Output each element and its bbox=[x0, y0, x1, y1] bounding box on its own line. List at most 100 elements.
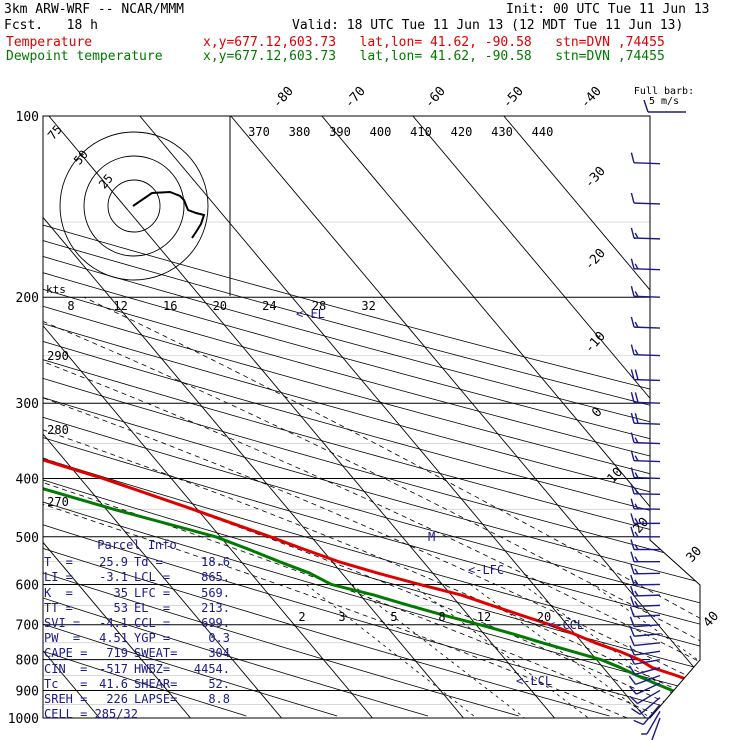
parcel-row: TT = 53 EL = 213. bbox=[44, 600, 230, 615]
isotherm bbox=[139, 116, 646, 718]
hodograph-axis-label: 8 bbox=[67, 299, 74, 313]
wind-barb bbox=[630, 192, 661, 205]
dry-adiabat bbox=[43, 116, 700, 717]
wind-barb-staff bbox=[634, 667, 661, 676]
el-label: <-EL bbox=[296, 307, 325, 321]
wind-barb bbox=[630, 526, 661, 538]
dry-adiabat bbox=[43, 116, 700, 717]
wind-barb-flag bbox=[633, 719, 644, 726]
dry-adiabat bbox=[43, 116, 700, 717]
isotherm bbox=[321, 116, 700, 718]
hodograph-trace bbox=[132, 190, 206, 239]
wind-barb bbox=[629, 635, 661, 647]
parcel-row: SVI = -4.1 CCL = 699. bbox=[44, 616, 230, 631]
hodograph-axis-label: 24 bbox=[262, 299, 276, 313]
parcel-row: T = 25.9 Td = 18.6 bbox=[44, 555, 230, 570]
wind-barb bbox=[630, 498, 661, 510]
isotherm-label: -30 bbox=[582, 164, 609, 191]
wind-barb-flag bbox=[634, 568, 639, 575]
mixing-ratio-label: 5 bbox=[390, 610, 397, 624]
isotherm-label: 0 bbox=[589, 405, 605, 421]
moist-adiabat bbox=[83, 296, 700, 718]
wind-barb-flag bbox=[634, 349, 639, 356]
hodograph-axis-label: 20 bbox=[213, 299, 227, 313]
dry-adiabat bbox=[43, 116, 519, 717]
wind-barb-staff bbox=[639, 697, 661, 715]
dry-adiabat bbox=[43, 116, 700, 717]
wind-barb bbox=[630, 369, 661, 382]
wind-barb bbox=[630, 152, 661, 165]
hodograph-ring-label: 50 bbox=[71, 147, 91, 167]
parcel-row: Tc = 41.6 SHEAR= 52. bbox=[44, 676, 230, 691]
theta-label: 270 bbox=[47, 495, 69, 509]
melting-level-label: M bbox=[428, 530, 435, 544]
wind-barb-flag bbox=[630, 574, 635, 586]
plot-border bbox=[42, 115, 701, 719]
dry-adiabat bbox=[43, 116, 700, 717]
hodograph-axis-label: 12 bbox=[113, 299, 127, 313]
wind-barb-flag bbox=[629, 635, 635, 646]
wind-barb-staff bbox=[633, 460, 661, 463]
wind-barb-flag bbox=[634, 600, 639, 607]
parcel-rows: T = 25.9 Td = 18.6 LI = -3.1 LCL = 865. K = 35 L… bbox=[44, 555, 230, 707]
barb-key-label: Full barb: bbox=[634, 86, 694, 97]
isotherm bbox=[43, 116, 373, 718]
model-title: 3km ARW-WRF -- NCAR/MMM bbox=[4, 2, 185, 17]
wind-barb-flag bbox=[634, 472, 639, 479]
wind-barb-flag bbox=[634, 263, 639, 270]
wind-barb-flag bbox=[634, 531, 639, 538]
pressure-label: 400 bbox=[16, 472, 39, 487]
hodograph-ring-label: 25 bbox=[96, 171, 116, 191]
wind-barb-flag bbox=[629, 606, 635, 617]
wind-barb bbox=[630, 467, 661, 480]
ccl-label: <-CCL bbox=[548, 618, 584, 632]
dry-adiabat bbox=[43, 116, 429, 717]
wind-barb bbox=[630, 513, 661, 525]
wind-barb-staff bbox=[636, 682, 661, 695]
theta-label: 290 bbox=[47, 349, 69, 363]
wind-barb bbox=[629, 654, 661, 665]
theta-label: 430 bbox=[491, 125, 513, 139]
barb-key-flag bbox=[643, 99, 649, 113]
mixing-ratio-label: 20 bbox=[537, 610, 551, 624]
wind-barb-flag bbox=[629, 695, 638, 705]
mixing-ratio-label: 12 bbox=[477, 610, 491, 624]
wind-barb bbox=[630, 227, 661, 240]
dewpoint-profile bbox=[43, 116, 700, 713]
wind-barb-staff bbox=[633, 237, 661, 240]
theta-label: 390 bbox=[329, 125, 351, 139]
wind-barb-flag bbox=[630, 412, 635, 424]
wind-barb-flag bbox=[634, 392, 639, 403]
wind-barb bbox=[629, 616, 661, 628]
temperature-legend: Temperature bbox=[6, 35, 93, 50]
theta-label: 420 bbox=[451, 125, 473, 139]
isotherm bbox=[43, 116, 464, 718]
wind-barb bbox=[630, 539, 661, 551]
theta-label: 280 bbox=[47, 423, 69, 437]
wind-barb bbox=[630, 563, 661, 575]
wind-barb-flag bbox=[630, 192, 635, 204]
isotherm bbox=[503, 116, 700, 718]
hodograph-ring-label: 75 bbox=[45, 122, 65, 142]
parcel-row: PW = 4.51 YGP = 0.3 bbox=[44, 631, 230, 646]
dry-adiabat bbox=[43, 116, 700, 717]
wind-barb bbox=[628, 674, 661, 686]
mixing-ratio-line bbox=[351, 584, 525, 718]
hodograph-axis-label: 32 bbox=[361, 299, 375, 313]
wind-barb-flag bbox=[634, 544, 639, 550]
wind-barb bbox=[630, 574, 661, 586]
isotherm bbox=[230, 116, 700, 718]
wind-barb-flag bbox=[630, 450, 635, 461]
wind-barb bbox=[629, 626, 661, 637]
isotherm-label: 10 bbox=[605, 465, 627, 487]
moist-adiabat bbox=[43, 344, 700, 718]
wind-barb-staff bbox=[634, 642, 661, 647]
wind-barb-staff bbox=[637, 689, 661, 705]
mixing-ratio-line bbox=[411, 584, 589, 718]
mixing-ratio-label: 2 bbox=[298, 610, 305, 624]
parcel-info-box: Parcel Info T = 25.9 Td = 18.6 LI = -3.1 LCL … bbox=[44, 538, 230, 722]
wind-barb-flag bbox=[629, 616, 635, 627]
pressure-label: 1000 bbox=[8, 712, 39, 727]
wind-barb-flag bbox=[630, 369, 635, 380]
